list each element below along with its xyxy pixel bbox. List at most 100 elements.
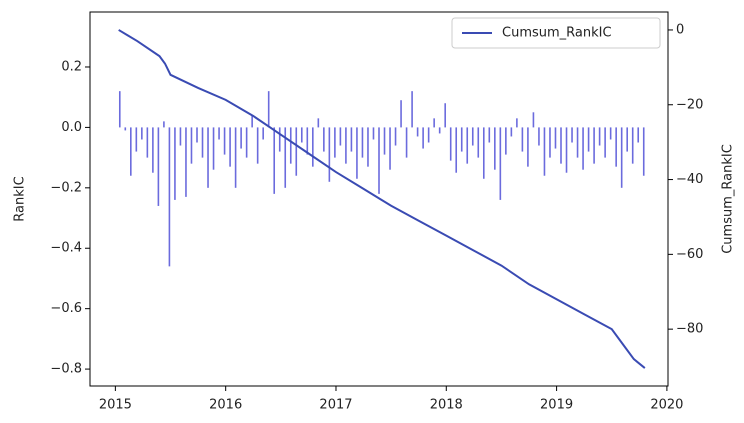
bar [609,127,612,140]
bar [383,127,386,155]
bar [251,115,253,128]
bar [455,127,458,173]
bar [323,127,325,152]
y2-tick-label: −60 [676,247,703,262]
x-tick-label: 2019 [540,398,573,413]
bar [400,100,402,128]
bar [642,127,645,176]
y-tick-label: −0.8 [50,362,82,377]
bar [229,127,231,167]
bar [543,127,546,176]
x-tick-label: 2020 [650,398,683,413]
bar [284,127,287,188]
bar [411,91,413,128]
bar [422,127,424,149]
bar [273,127,276,194]
bar [234,127,237,188]
bar [405,127,408,158]
bar [306,127,309,155]
y-tick-label: −0.4 [50,241,82,256]
bar [157,127,160,206]
bar [240,127,242,149]
bar [300,127,303,143]
bar [527,127,529,167]
bar [587,127,590,152]
bar [317,118,320,128]
bar [389,127,391,170]
bar [262,127,264,140]
bar [361,127,364,158]
bar [444,103,446,128]
bar [267,91,270,128]
bar [560,127,562,164]
bar [118,91,121,128]
y2-tick-label: −20 [676,97,703,112]
bar [631,127,634,164]
bar [516,118,518,128]
bar [339,127,342,146]
bar [350,127,353,152]
bar [576,127,579,158]
bar [179,127,182,146]
line [118,29,646,369]
y-tick-label: −0.2 [50,180,82,195]
bar [571,127,573,143]
bar [565,127,568,173]
bar [482,127,485,179]
bar [598,127,601,146]
bar [356,127,358,179]
bar [146,127,149,158]
y2-tick-label: −40 [676,172,703,187]
bar [295,127,298,176]
bar [593,127,595,164]
bar [499,127,502,200]
bar [141,127,143,140]
bar [582,127,584,170]
bar [196,127,198,143]
bar [223,127,226,155]
bar [212,127,215,170]
y-axis-label: RankIC [13,176,28,221]
bar [312,127,314,167]
y-tick-label: 0.2 [61,59,82,74]
y2-axis-label: Cumsum_RankIC [721,144,736,254]
bar [289,127,292,164]
x-tick-label: 2016 [209,398,242,413]
bar [185,127,187,197]
bar [438,127,441,134]
x-tick-label: 2017 [319,398,352,413]
bar [278,127,281,152]
bar [152,127,154,173]
bar [466,127,469,164]
bar [626,127,628,152]
bar [620,127,623,188]
bar [378,127,380,194]
bar [372,127,375,140]
bar [256,127,259,164]
bar [245,127,248,158]
bar [130,127,132,176]
bar [168,127,171,267]
bar [460,127,463,152]
bar [449,127,452,161]
y2-tick-label: 0 [676,22,684,37]
bar [554,127,557,149]
bar [334,127,336,158]
x-tick-label: 2015 [99,398,132,413]
bar [488,127,491,143]
bar [163,121,165,128]
bar [477,127,480,158]
x-tick-label: 2018 [430,398,463,413]
y-tick-label: −0.6 [50,301,82,316]
y2-tick-label: −80 [676,322,703,337]
bar [207,127,209,188]
bar [328,127,331,182]
bar [510,127,513,137]
bar [604,127,606,158]
bar [345,127,347,164]
bar [394,127,397,146]
bar [218,127,220,140]
bar [135,127,138,152]
bar [124,127,127,131]
